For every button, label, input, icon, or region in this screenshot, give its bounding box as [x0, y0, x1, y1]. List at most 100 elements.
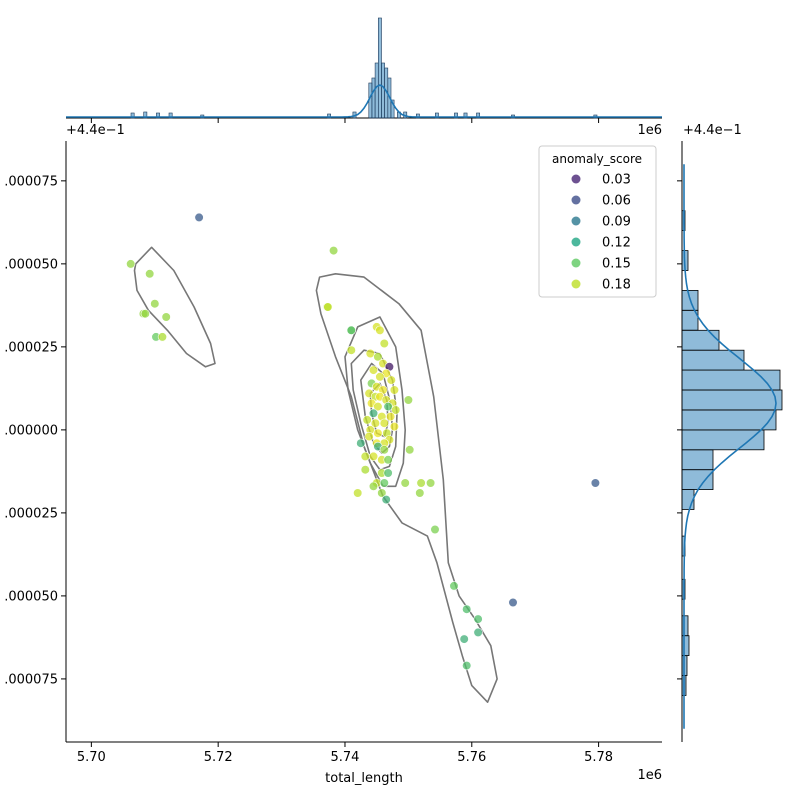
y-tick-label: .000050 — [4, 589, 58, 604]
y-tick-label: .000025 — [4, 340, 58, 355]
scatter-point — [373, 428, 383, 438]
legend: anomaly_score 0.03 0.06 0.09 0.12 0.15 0.18 — [538, 145, 657, 298]
x-tick-label: 5.76 — [457, 750, 486, 765]
marginal-y-bar — [681, 409, 777, 431]
scatter-point — [386, 375, 396, 385]
scatter-point — [403, 395, 414, 405]
scatter-point — [157, 332, 167, 342]
scatter-point — [473, 627, 483, 638]
legend-entry-label: 0.18 — [602, 278, 631, 293]
scatter-point — [375, 325, 385, 335]
scatter-point — [373, 352, 383, 362]
scatter-point — [126, 259, 136, 269]
legend-marker — [571, 174, 581, 184]
marginal-x-bar — [476, 112, 481, 119]
marginal-x-bar — [390, 99, 395, 119]
scatter-point — [381, 495, 391, 505]
marginal-x-bar — [374, 62, 379, 119]
marginal-y-bar — [681, 635, 690, 657]
scatter-point — [379, 445, 389, 455]
scatter-point — [145, 269, 155, 279]
x-axis-label: total_length — [325, 771, 403, 786]
marginal-y-bar — [681, 349, 745, 371]
scatter-point — [386, 412, 396, 422]
scatter-point — [462, 660, 472, 671]
y-tick-label: .000025 — [4, 506, 58, 521]
scatter-point — [323, 302, 333, 312]
y-tick-label: .000075 — [4, 672, 58, 687]
scatter-point — [375, 372, 385, 382]
legend-title: anomaly_score — [552, 152, 642, 166]
scatter-point — [391, 405, 401, 415]
scatter-point — [346, 345, 356, 355]
scatter-point — [377, 488, 387, 498]
marginal-x-bar — [463, 112, 468, 119]
x-tick-label: 5.70 — [77, 750, 106, 765]
scatter-point — [426, 478, 436, 488]
scatter-point — [383, 455, 393, 465]
kde-contours — [133, 246, 498, 703]
scatter-point — [356, 438, 366, 448]
marginal-y-kde — [683, 164, 777, 729]
scatter-point — [329, 246, 339, 256]
scatter-point — [368, 365, 379, 375]
scatter-point — [194, 212, 204, 222]
scatter-point — [430, 524, 440, 535]
scatter-point — [346, 325, 356, 335]
legend-marker — [571, 279, 581, 289]
y-tick-label: .000050 — [4, 257, 58, 272]
marginal-x-bar — [143, 111, 148, 119]
scatter-point — [140, 309, 150, 319]
scatter-point — [389, 385, 400, 395]
scatter-point — [365, 348, 375, 359]
marginal-y-bar — [681, 615, 689, 637]
legend-marker — [571, 195, 581, 205]
kde-contour — [344, 316, 406, 488]
scatter-point — [379, 418, 389, 428]
legend-marker — [571, 237, 581, 247]
legend-entry-label: 0.15 — [602, 257, 631, 272]
marginal-y-bar — [681, 469, 714, 491]
marginal-y-histogram — [681, 141, 783, 742]
legend-entry-label: 0.06 — [602, 194, 631, 209]
scatter-point — [379, 478, 389, 488]
scatter-point — [508, 597, 518, 608]
main-axes — [65, 141, 662, 743]
marginal-x-bar — [371, 77, 376, 119]
scatter-point — [368, 481, 379, 491]
x-top-offset-label: +4.4e−1 — [66, 123, 125, 138]
marginal-y-bar — [681, 329, 720, 351]
x-top-scale-label: 1e6 — [637, 123, 662, 138]
scatter-points — [126, 212, 601, 671]
scatter-point — [405, 445, 415, 455]
y-tick-label: .000000 — [4, 423, 58, 438]
legend-entry-label: 0.03 — [602, 173, 631, 188]
legend-entry-label: 0.09 — [602, 215, 631, 230]
scatter-point — [415, 488, 425, 498]
x-offset-label: 1e6 — [637, 768, 662, 783]
scatter-point — [400, 478, 410, 488]
x-tick-label: 5.72 — [204, 750, 233, 765]
marginal-x-bar — [156, 112, 160, 119]
legend-marker — [571, 216, 581, 226]
marginal-x-bar — [415, 113, 420, 119]
legend-frame — [538, 145, 657, 298]
legend-entry-label: 0.12 — [602, 236, 631, 251]
scatter-point — [360, 465, 370, 475]
scatter-point — [383, 402, 393, 412]
marginal-x-bar — [168, 112, 173, 119]
marginal-x-bar — [327, 113, 332, 119]
marginal-x-bar — [454, 112, 458, 119]
marginal-x-bar — [434, 112, 439, 119]
scatter-point — [590, 478, 601, 488]
y-offset-label: +4.4e−1 — [683, 123, 742, 138]
scatter-point — [373, 402, 383, 412]
marginal-y-bar — [681, 449, 714, 471]
scatter-point — [383, 468, 393, 478]
marginal-x-bar — [381, 62, 385, 119]
scatter-point — [389, 422, 400, 432]
scatter-point — [462, 604, 472, 614]
scatter-point — [360, 451, 370, 462]
kde-contour — [315, 273, 498, 703]
marginal-x-kde — [66, 84, 662, 118]
